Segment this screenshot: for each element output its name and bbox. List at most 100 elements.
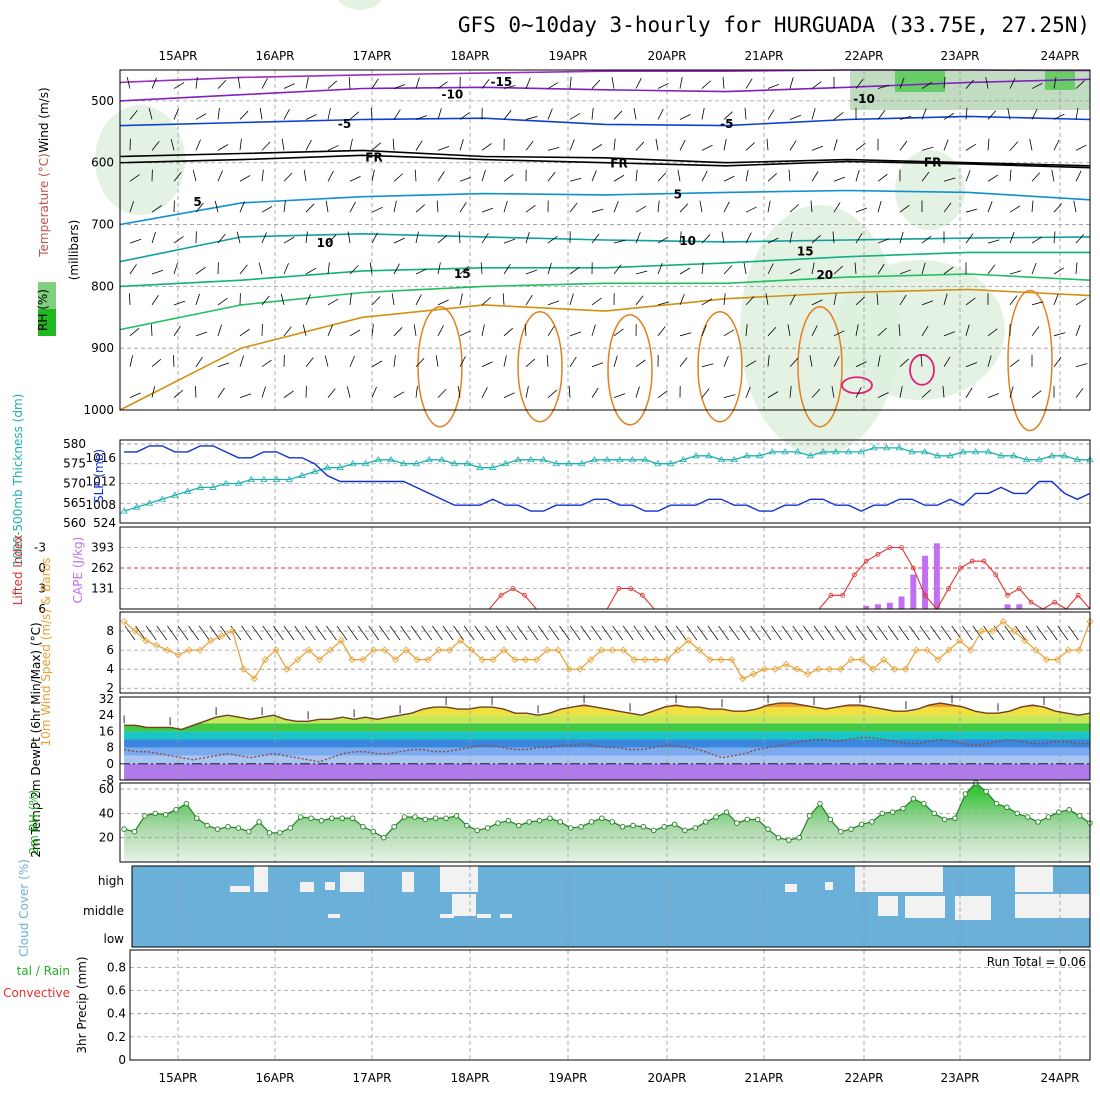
- wind-barb: [349, 111, 360, 120]
- wind-speed-point: [771, 665, 779, 673]
- cape-axis-label: CAPE (J/kg): [71, 537, 85, 604]
- wind-barb: [392, 138, 395, 151]
- rh-point: [474, 827, 480, 834]
- precip-tick: 0.4: [107, 1007, 126, 1021]
- wind-speed-point: [1053, 656, 1062, 664]
- thickness-point: [234, 479, 243, 486]
- wind-speed-point: [511, 656, 519, 664]
- wind-barb: [481, 361, 493, 368]
- thickness-point: [755, 452, 764, 459]
- wind-speed-point: [945, 646, 953, 654]
- surface-barb: [866, 625, 878, 641]
- wind-barb: [767, 327, 777, 337]
- thickness-point: [412, 459, 421, 467]
- wind-barb: [788, 169, 791, 182]
- wind-tick: 8: [106, 624, 114, 638]
- thickness-point: [1035, 455, 1043, 463]
- li-axis-label: Lifted Index: [11, 535, 25, 606]
- wind-barb: [305, 385, 307, 398]
- wind-barb: [766, 138, 769, 151]
- thickness-point: [1048, 452, 1056, 459]
- rh-point: [734, 820, 740, 826]
- wind-barb: [679, 332, 692, 337]
- precip-convective-label: Convective: [3, 986, 70, 1000]
- wind-barb: [239, 355, 244, 367]
- wind-barb: [437, 388, 447, 398]
- date-label-top: 22APR: [844, 49, 883, 63]
- wind-barb: [1031, 301, 1044, 306]
- wind-barb: [437, 299, 449, 306]
- wind-barb: [217, 324, 222, 336]
- precip-tick: 0: [118, 1053, 126, 1067]
- wind-speed-point: [467, 646, 475, 654]
- wind-barb: [679, 293, 685, 306]
- clear-sky: [825, 882, 833, 890]
- contour-label: -5: [338, 117, 351, 131]
- wind-barb: [701, 107, 705, 120]
- rh-point: [484, 825, 491, 831]
- wind-barb: [1051, 169, 1055, 182]
- wind-barb: [877, 263, 885, 275]
- y-tick-pressure: 800: [91, 279, 114, 293]
- surface-barb: [569, 625, 581, 641]
- wind-barb: [195, 231, 197, 244]
- rh-shade: [895, 150, 965, 230]
- clear-sky: [254, 866, 268, 892]
- wind-barb: [1029, 138, 1033, 151]
- wind-barb: [525, 77, 531, 89]
- surface-barb: [898, 625, 910, 641]
- wind-barb: [195, 356, 203, 367]
- rh-point: [432, 815, 439, 821]
- wind-barb: [855, 232, 863, 244]
- wind-barb: [371, 360, 383, 368]
- wind-barb: [965, 208, 978, 213]
- surface-barb: [304, 625, 316, 641]
- slp-tick: 1012: [85, 475, 116, 489]
- isotherm-line: [119, 149, 1091, 167]
- rh-point: [349, 815, 356, 821]
- wind-barb: [921, 200, 923, 213]
- surface-barb: [262, 625, 274, 641]
- wind-barb: [591, 262, 593, 275]
- wind-barb: [1053, 293, 1059, 306]
- surface-barb: [781, 625, 793, 641]
- wind-speed-point: [934, 656, 942, 664]
- surface-barb: [188, 625, 199, 641]
- rh-point: [837, 828, 844, 835]
- thickness-point: [933, 452, 942, 459]
- temp-band: [124, 747, 1090, 756]
- surface-barb: [697, 625, 708, 641]
- li-point: [1016, 586, 1022, 591]
- precip-type-label: tal / Rain: [17, 964, 70, 978]
- wind-barb: [525, 140, 534, 151]
- wind-barb: [1075, 144, 1087, 151]
- isotherm-line: [119, 154, 1091, 169]
- wind-tick: 6: [106, 643, 114, 657]
- cape-bar: [863, 605, 870, 609]
- wind-barb: [877, 109, 886, 120]
- clear-sky: [878, 896, 898, 916]
- wind-barb: [415, 358, 425, 368]
- wind-barb: [657, 200, 660, 213]
- wind-barb: [1053, 203, 1063, 213]
- surface-barb: [527, 625, 539, 641]
- wind-barb: [833, 293, 837, 305]
- wind-barb: [701, 298, 713, 306]
- wind-barb: [876, 293, 879, 305]
- wind-barb: [195, 331, 208, 337]
- wind-barb: [921, 325, 929, 337]
- thickness-point: [984, 448, 993, 455]
- rh-point: [194, 815, 200, 821]
- wind-barb: [503, 327, 514, 337]
- rh-point: [889, 809, 896, 815]
- rh-shade: [835, 260, 1005, 400]
- wind-speed-point: [218, 632, 226, 640]
- li-tick: 6: [38, 602, 46, 616]
- wind-speed-point: [163, 646, 172, 654]
- wind-barb: [349, 355, 355, 367]
- wind-speed-point: [348, 656, 356, 664]
- surface-barb: [421, 625, 433, 641]
- surface-barb: [198, 625, 210, 641]
- surface-barb: [718, 625, 729, 641]
- wind-barb: [657, 108, 664, 120]
